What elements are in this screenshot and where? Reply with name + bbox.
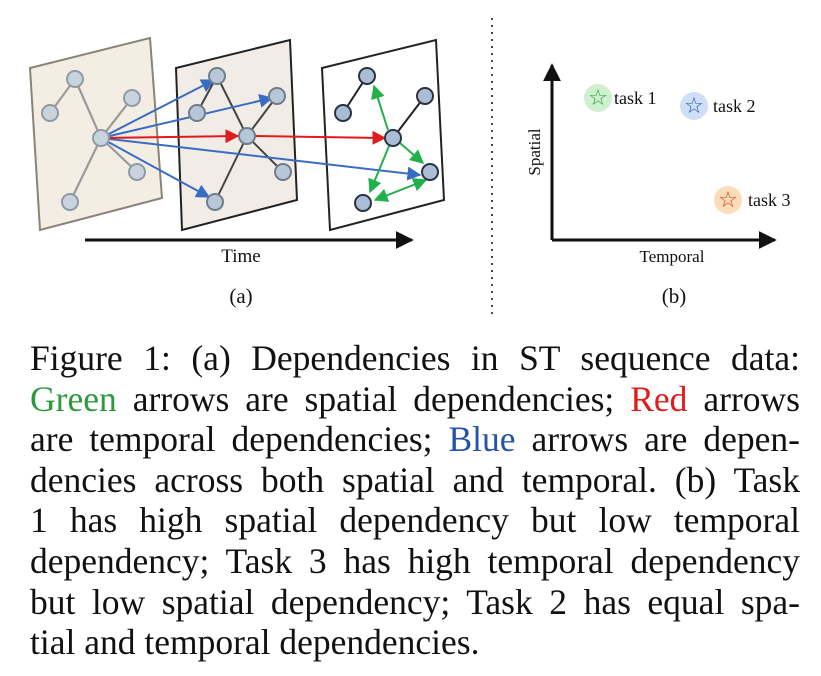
caption-line: Green arrows are spatial dependencies; R… [30,379,800,420]
graph-node [123,89,141,107]
task-3-label: task 3 [748,190,791,210]
graph-node [334,104,352,122]
panel-a-sublabel: (a) [229,284,252,308]
caption-line: dependency; Task 3 has high temporal dep… [30,540,800,581]
caption-blue-word: Blue [448,419,516,460]
green-arrow [373,178,428,202]
star-icon: ☆ [718,188,738,213]
panel-a-diagram: Time (a) [28,36,446,308]
x-axis-label: Temporal [640,247,705,266]
frame-3-nodes [334,67,439,212]
graph-node [238,127,256,145]
cross-frame-arrows [100,79,422,198]
task-2-marker: ☆ task 2 [680,92,756,120]
graph-node [421,163,439,181]
caption-text: arrows are spatial dependencies; [116,378,631,419]
red-arrow [100,129,240,144]
caption-line: tial and temporal dependencies. [30,622,480,663]
graph-node [41,104,59,122]
frame-1-nodes [41,70,146,211]
y-axis-label: Spatial [525,128,544,175]
task-1-marker: ☆ task 1 [584,84,657,112]
blue-arrow [100,137,422,181]
panel-b-sublabel: (b) [662,284,687,308]
blue-arrow [100,94,274,139]
star-icon: ☆ [588,86,608,111]
green-arrow [368,145,390,194]
graph-node [358,67,376,85]
graph-node [268,87,286,105]
red-arrow [254,130,387,145]
figure-caption: Figure 1: (a) Dependencies in ST sequenc… [30,338,800,663]
spatial-arrows [368,84,428,202]
frame-2-nodes [188,67,292,211]
caption-line: dencies across both spatial and temporal… [30,459,800,500]
caption-line: but low spatial dependency; Task 2 has e… [30,581,800,622]
panel-b-chart: Spatial Temporal ☆ task 1 ☆ task 2 ☆ tas… [525,63,791,308]
graph-node [188,104,206,122]
blue-arrow [100,137,211,198]
caption-line: 1 has high spatial dependency but low te… [30,500,800,541]
task-1-label: task 1 [614,88,657,108]
time-axis-label: Time [221,246,260,267]
graph-node [208,67,226,85]
green-arrow [399,142,425,164]
caption-text: arrows are depen- [515,419,800,460]
graph-node [354,194,372,212]
caption-green-word: Green [30,378,117,419]
caption-line: Figure 1: (a) Dependencies in ST sequenc… [30,338,800,378]
graph-frame-2 [174,38,299,232]
caption-red-word: Red [630,378,688,419]
graph-node [274,163,292,181]
blue-arrow [100,79,216,139]
caption-text: are temporal dependencies; [30,419,449,460]
green-arrow [371,84,389,131]
caption-line: are temporal dependencies; Blue arrows a… [30,419,800,460]
task-2-label: task 2 [713,96,756,116]
graph-node [206,193,224,211]
graph-node [384,129,402,147]
graph-node [61,193,79,211]
graph-node [128,163,146,181]
caption-text: arrows [687,378,800,419]
task-3-marker: ☆ task 3 [714,186,791,214]
figure-1-illustration: Time (a) Spatial Temporal ☆ task 1 ☆ tas… [28,18,791,316]
graph-node [92,129,110,147]
star-icon: ☆ [684,94,704,119]
graph-node [66,70,84,88]
graph-node [416,87,434,105]
graph-frame-3 [320,38,446,232]
